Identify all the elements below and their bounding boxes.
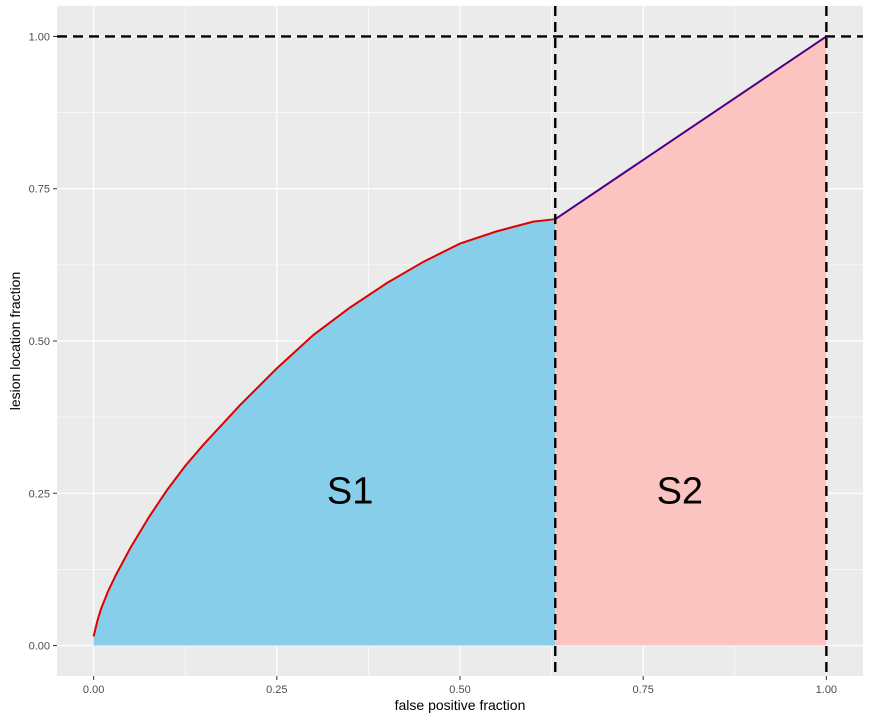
y-axis-title: lesion location fraction — [7, 272, 23, 411]
y-tick-label: 1.00 — [29, 31, 50, 43]
x-tick-label: 0.75 — [632, 684, 653, 696]
curve-line — [92, 218, 556, 637]
region-label-s2: S2 — [657, 470, 703, 512]
segment-line — [554, 35, 827, 221]
region-s2-fill — [555, 36, 827, 646]
area-layer — [93, 36, 827, 646]
x-tick-label: 0.50 — [449, 684, 470, 696]
x-tick-label: 0.00 — [83, 684, 104, 696]
region-s1-fill — [93, 219, 556, 646]
y-tick-label: 0.75 — [29, 184, 50, 196]
x-axis-title: false positive fraction — [395, 697, 526, 713]
tick-layer: 0.00 0.25 0.50 0.75 1.00 0.00 0.25 0.50 0.75 1.00 — [29, 31, 837, 696]
y-tick-label: 0.00 — [29, 641, 50, 653]
y-tick-label: 0.25 — [29, 488, 50, 500]
x-tick-label: 0.25 — [266, 684, 287, 696]
label-layer: S1 S2 — [327, 470, 703, 512]
y-tick-label: 0.50 — [29, 336, 50, 348]
line-layer — [57, 6, 863, 676]
x-tick-label: 1.00 — [816, 684, 837, 696]
region-label-s1: S1 — [327, 470, 373, 512]
